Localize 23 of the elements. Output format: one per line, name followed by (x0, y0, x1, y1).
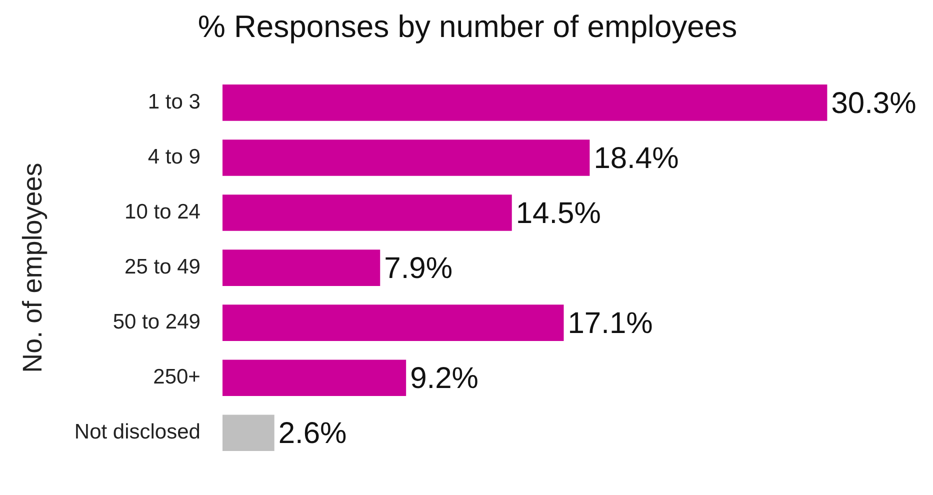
y-tick-label: Not disclosed (74, 420, 200, 444)
bar (222, 140, 590, 176)
y-axis-title: No. of employees (18, 162, 48, 373)
chart-title: % Responses by number of employees (198, 9, 738, 44)
bar (222, 84, 828, 121)
y-tick-label: 250+ (153, 366, 200, 389)
bar (222, 360, 406, 396)
data-label: 7.9% (384, 252, 453, 286)
data-label: 9.2% (410, 362, 478, 396)
data-label: 30.3% (831, 86, 916, 120)
y-tick-label: 50 to 249 (112, 310, 200, 334)
y-tick-label: 25 to 49 (124, 256, 200, 279)
bar (222, 194, 512, 231)
y-tick-label: 1 to 3 (148, 90, 200, 114)
y-tick-label: 10 to 24 (124, 200, 201, 224)
data-label: 2.6% (278, 417, 347, 450)
bar (222, 414, 274, 452)
y-tick-label: 4 to 9 (148, 146, 200, 169)
bar (222, 250, 380, 286)
data-label: 14.5% (516, 197, 601, 230)
data-label: 17.1% (568, 307, 653, 340)
bar (222, 304, 564, 341)
data-label: 18.4% (594, 142, 679, 176)
